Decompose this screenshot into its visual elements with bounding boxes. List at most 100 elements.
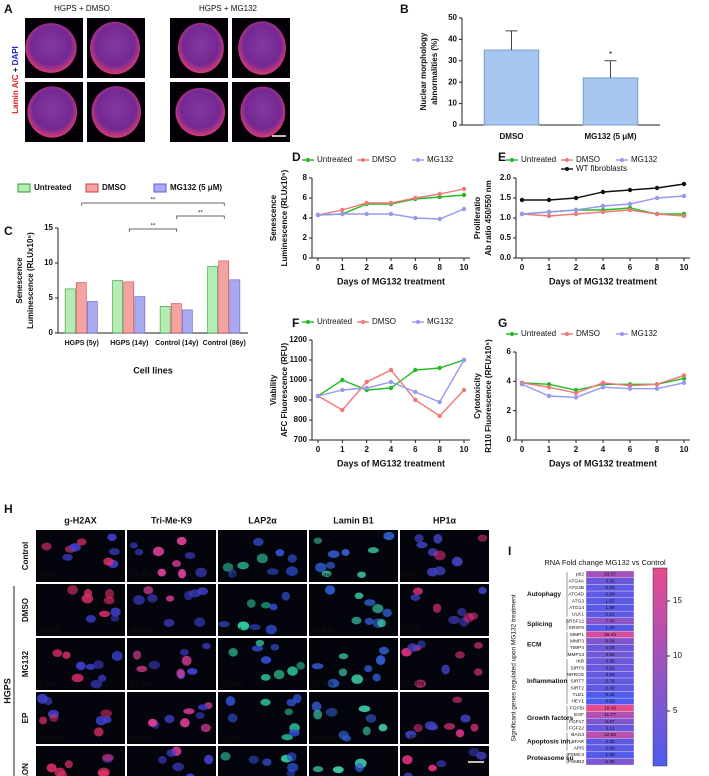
x-tick-label: 8 (655, 445, 660, 454)
nucleus (403, 772, 413, 776)
nucleus (412, 587, 423, 595)
nucleus (164, 714, 175, 724)
nucleus (75, 661, 86, 671)
y-tick-label: 0.0 (500, 253, 512, 262)
micrograph (127, 638, 216, 690)
y-tick-label: 2 (303, 233, 308, 242)
legend-label: MG132 (5 μM) (170, 183, 222, 192)
nucleus (237, 621, 250, 631)
gene-label: NRROS (567, 672, 584, 678)
point (461, 186, 467, 192)
nucleus (165, 595, 175, 602)
gene-label: SIRT2 (570, 685, 584, 691)
nucleus (365, 713, 377, 723)
x-tick-label: 10 (680, 445, 689, 454)
nucleus (286, 752, 297, 762)
bar (75, 282, 87, 334)
cell-value: 12.85 (604, 732, 616, 738)
nucleus (99, 610, 111, 618)
point (340, 387, 345, 393)
y-tick-label: 1.5 (500, 193, 512, 202)
nucleus (448, 615, 460, 625)
legend-marker (565, 332, 569, 336)
stain-plus: + (11, 67, 20, 72)
nucleus (85, 663, 96, 670)
nucleus (89, 21, 140, 75)
nucleus (354, 762, 364, 773)
cell-value: 1.86 (605, 605, 615, 611)
y-axis-label: Ab ratio 450/550 nm (484, 180, 493, 256)
nucleus (76, 538, 87, 546)
y-tick-label: 0 (453, 120, 458, 129)
y-tick-label: 6 (303, 193, 308, 202)
cell-value: 5.97 (605, 719, 615, 725)
legend-label: MG132 (427, 155, 454, 164)
bar (218, 260, 230, 334)
significance-bracket (81, 202, 225, 206)
legend-label: Untreated (34, 183, 71, 192)
point (437, 399, 442, 405)
nucleus (281, 591, 290, 601)
nucleus (404, 730, 417, 739)
legend-marker (416, 320, 420, 324)
nucleus (351, 674, 364, 684)
nucleus (104, 589, 115, 599)
gene-label: SIRT6 (570, 665, 584, 671)
nucleus (293, 693, 302, 704)
nucleus (416, 541, 428, 549)
nucleus (432, 603, 442, 613)
nucleus (275, 549, 285, 557)
percentage: 45.2% (221, 679, 243, 688)
nucleus (91, 86, 141, 138)
x-tick-label: 1 (340, 445, 345, 454)
nucleus (266, 568, 279, 576)
point (627, 207, 633, 213)
x-tick-label: Control (86y) (203, 340, 246, 347)
point (413, 215, 418, 221)
nucleus (327, 678, 340, 688)
gene-label: FGF17 (569, 719, 584, 725)
row-label: DMSO (21, 598, 30, 622)
y-tick-label: 700 (294, 435, 308, 444)
nucleus (473, 642, 483, 649)
point (573, 207, 579, 213)
cell-value: 3.85 (605, 659, 615, 665)
micrograph (218, 584, 307, 636)
point (546, 385, 552, 390)
nucleus (202, 642, 211, 650)
gene-label: MMP1 (570, 632, 584, 638)
nucleus (476, 751, 487, 760)
nucleus (351, 616, 362, 625)
cell-value: 11.77 (604, 712, 616, 718)
nucleus (175, 87, 226, 137)
y-tick-label: 50 (448, 13, 457, 22)
panel-label: F (292, 316, 299, 330)
group-label: Apoptosis inh. (527, 738, 572, 745)
point (519, 197, 525, 203)
point (600, 203, 606, 209)
x-tick-label: HGPS (14y) (110, 340, 148, 347)
gene-label: TIMP4 (570, 645, 584, 651)
point (600, 380, 606, 385)
legend-marker (416, 158, 420, 162)
legend-marker (565, 158, 569, 162)
x-tick-label: 0 (316, 263, 321, 272)
point (600, 385, 606, 390)
legend-label: MG132 (631, 329, 658, 338)
point (627, 201, 633, 207)
y-axis-label: Significant genes regulated upon MG132 t… (511, 594, 518, 741)
cell-value: 7.43 (605, 618, 615, 624)
gene-label: HEY1 (571, 699, 584, 705)
nucleus (238, 21, 286, 75)
point (519, 382, 525, 387)
x-tick-label: 0 (520, 445, 525, 454)
stain-label: Lamin A/C + DAPI (11, 46, 20, 114)
nucleus (248, 755, 259, 764)
group-label: HGPS (2, 678, 12, 704)
bar (170, 303, 182, 334)
point (340, 407, 345, 413)
nucleus (67, 585, 78, 595)
nucleus (357, 571, 366, 578)
point (461, 192, 467, 198)
legend-marker (361, 158, 365, 162)
